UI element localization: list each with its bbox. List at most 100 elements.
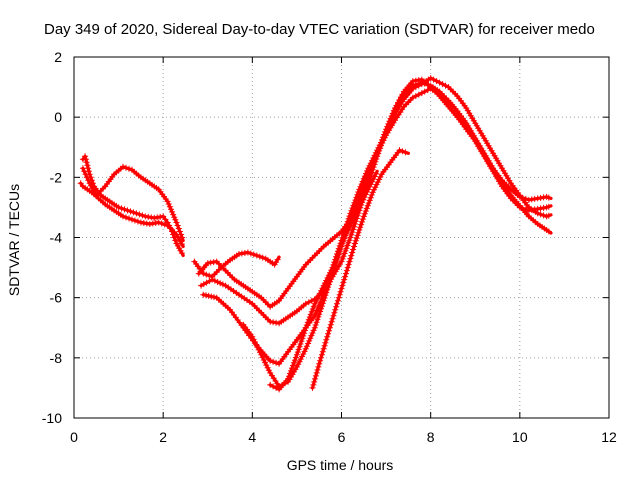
data-point <box>306 337 313 344</box>
data-point <box>77 180 84 187</box>
data-point <box>326 327 332 334</box>
data-point <box>345 261 352 268</box>
data-point <box>318 303 325 310</box>
data-point <box>359 187 366 194</box>
data-point <box>353 235 360 242</box>
data-point <box>344 227 351 234</box>
data-point <box>399 148 406 155</box>
data-point <box>326 281 332 288</box>
data-point <box>317 308 324 315</box>
data-point <box>325 330 332 337</box>
data-point <box>320 345 327 352</box>
data-point <box>358 221 365 228</box>
data-point <box>339 282 346 289</box>
data-point <box>351 240 358 247</box>
data-point <box>300 332 307 339</box>
data-point <box>297 356 304 363</box>
data-point <box>217 280 224 287</box>
data-point <box>179 234 186 241</box>
data-point <box>267 357 274 364</box>
data-point <box>286 373 292 380</box>
x-tick-label: 12 <box>601 429 617 445</box>
x-tick-label: 4 <box>248 429 256 445</box>
data-point <box>323 289 330 296</box>
data-point <box>366 183 373 190</box>
data-point <box>338 258 345 265</box>
data-point <box>200 291 207 298</box>
data-point <box>317 357 324 364</box>
data-point <box>372 184 379 191</box>
data-point <box>356 195 363 202</box>
data-point <box>120 213 126 220</box>
data-point <box>314 366 321 373</box>
data-point <box>313 369 320 376</box>
data-point <box>254 344 261 351</box>
x-axis-label: GPS time / hours <box>287 457 394 473</box>
data-point <box>121 206 128 213</box>
data-point <box>328 318 335 325</box>
data-point <box>346 258 353 265</box>
data-point <box>331 309 338 316</box>
data-point <box>375 147 382 154</box>
data-point <box>361 194 368 201</box>
data-point <box>83 174 90 181</box>
data-point <box>257 349 263 356</box>
data-point <box>338 240 345 247</box>
data-point <box>310 327 317 334</box>
data-point <box>309 384 316 391</box>
data-point <box>357 224 364 231</box>
data-point <box>300 351 307 357</box>
data-point <box>173 219 180 226</box>
data-point <box>364 174 371 180</box>
data-point <box>311 300 318 307</box>
data-point <box>304 319 311 326</box>
series-track-6 <box>198 76 553 327</box>
data-point <box>545 194 552 201</box>
data-point <box>174 222 181 229</box>
data-point <box>203 271 210 278</box>
data-point <box>178 231 184 238</box>
data-point <box>363 176 370 183</box>
data-point <box>264 364 271 371</box>
data-point <box>323 336 330 343</box>
data-point <box>250 251 257 258</box>
data-point <box>318 354 324 361</box>
data-point <box>308 308 315 315</box>
data-point <box>290 359 297 366</box>
data-point <box>303 322 310 329</box>
data-point <box>339 255 346 262</box>
data-point <box>361 210 368 217</box>
data-point <box>361 182 368 188</box>
y-tick-label: -10 <box>42 410 62 426</box>
data-point <box>367 166 374 173</box>
data-point <box>325 272 332 279</box>
data-point <box>319 348 326 355</box>
data-point <box>302 324 309 331</box>
data-point <box>324 333 331 340</box>
data-point <box>333 253 340 260</box>
data-point <box>318 305 324 312</box>
data-series <box>77 75 553 393</box>
data-point <box>298 338 305 345</box>
data-point <box>175 225 182 232</box>
data-point <box>369 189 376 196</box>
data-point <box>311 312 318 319</box>
data-point <box>350 246 357 253</box>
data-point <box>335 294 342 301</box>
data-point <box>211 277 218 284</box>
data-point <box>377 173 384 180</box>
data-point <box>129 216 135 223</box>
data-point <box>374 150 381 157</box>
data-point <box>219 281 226 288</box>
data-point <box>301 348 308 355</box>
data-point <box>168 206 174 213</box>
series-track-3 <box>79 163 186 243</box>
data-point <box>82 171 89 178</box>
data-point <box>324 286 331 293</box>
data-point <box>355 229 362 236</box>
chart-title: Day 349 of 2020, Sidereal Day-to-day VTE… <box>44 21 595 38</box>
data-point <box>305 340 312 347</box>
data-point <box>537 211 544 218</box>
data-point <box>315 313 322 320</box>
data-point <box>259 254 266 261</box>
